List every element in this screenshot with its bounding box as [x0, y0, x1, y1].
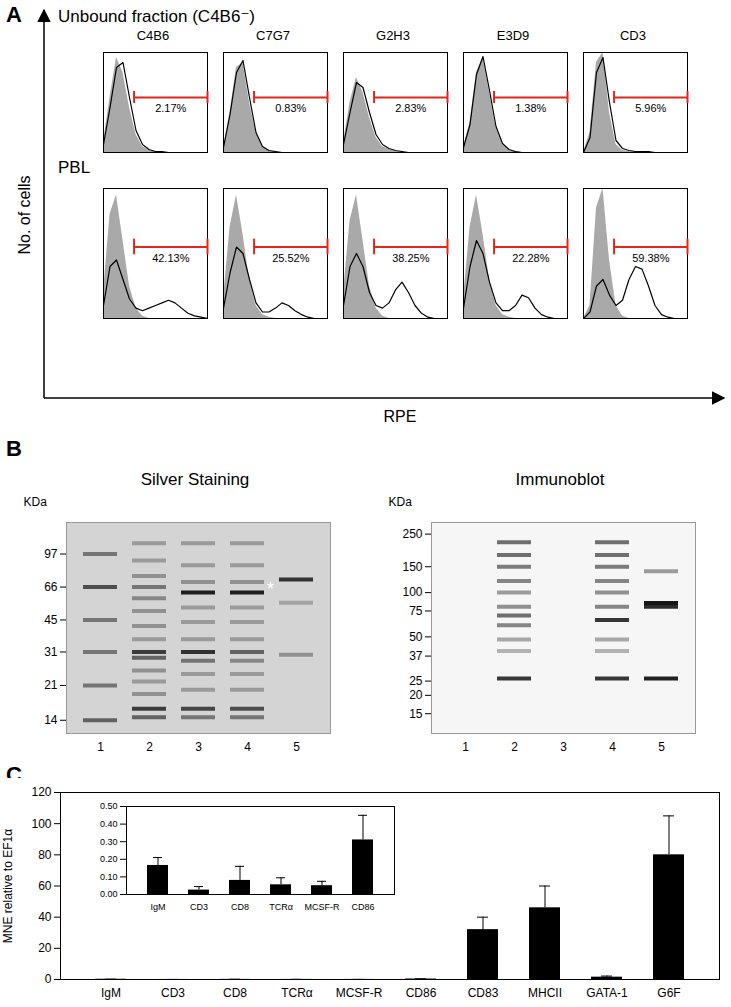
svg-text:100: 100	[402, 585, 422, 599]
svg-text:42.13%: 42.13%	[152, 252, 190, 264]
svg-text:No. of cells: No. of cells	[16, 175, 33, 254]
svg-text:25: 25	[409, 674, 423, 688]
svg-text:66: 66	[44, 580, 58, 594]
html-text:Silver Staining: Silver Staining	[140, 470, 250, 489]
svg-text:CD8: CD8	[231, 902, 249, 912]
svg-text:MCSF-R: MCSF-R	[336, 986, 383, 1000]
svg-text:TCRα: TCRα	[269, 902, 293, 912]
html-text:A: A	[6, 2, 22, 27]
svg-text:RPE: RPE	[384, 408, 417, 425]
svg-text:1: 1	[97, 740, 104, 754]
svg-text:2.17%: 2.17%	[155, 102, 186, 114]
svg-text:0.20: 0.20	[100, 854, 118, 864]
svg-text:IgM: IgM	[150, 902, 165, 912]
svg-text:G6F: G6F	[657, 986, 680, 1000]
svg-text:5: 5	[658, 740, 665, 754]
svg-text:31: 31	[44, 645, 58, 659]
html-text:C7G7: C7G7	[256, 28, 290, 43]
svg-text:MHCII: MHCII	[528, 986, 562, 1000]
svg-text:2.83%: 2.83%	[395, 102, 426, 114]
svg-text:0.83%: 0.83%	[275, 102, 306, 114]
svg-text:25.52%: 25.52%	[272, 252, 310, 264]
html-text:C4B6: C4B6	[136, 28, 170, 43]
svg-text:KDa: KDa	[389, 495, 413, 509]
svg-text:75: 75	[409, 604, 423, 618]
html-text:PBL: PBL	[58, 158, 91, 177]
svg-text:0: 0	[45, 972, 52, 986]
svg-text:80: 80	[38, 848, 52, 862]
svg-text:IgM: IgM	[101, 986, 121, 1000]
svg-text:0.30: 0.30	[100, 837, 118, 847]
svg-text:TCRα: TCRα	[281, 986, 313, 1000]
svg-text:0.50: 0.50	[100, 801, 118, 811]
svg-text:CD3: CD3	[190, 902, 208, 912]
svg-text:21: 21	[44, 678, 58, 692]
html-text:B: B	[6, 436, 22, 461]
html-text:CD3: CD3	[620, 28, 646, 43]
svg-text:150: 150	[402, 560, 422, 574]
svg-text:100: 100	[31, 817, 51, 831]
svg-text:CD3: CD3	[161, 986, 185, 1000]
svg-text:CD83: CD83	[468, 986, 499, 1000]
svg-text:250: 250	[402, 527, 422, 541]
svg-text:5.96%: 5.96%	[635, 102, 666, 114]
html-text:Immunoblot: Immunoblot	[515, 470, 605, 489]
svg-text:97: 97	[44, 547, 58, 561]
svg-text:0.10: 0.10	[100, 872, 118, 882]
html-text:G2H3: G2H3	[376, 28, 410, 43]
svg-text:45: 45	[44, 613, 58, 627]
html-text:C: C	[6, 762, 22, 787]
svg-text:59.38%: 59.38%	[632, 252, 670, 264]
svg-text:MCSF-R: MCSF-R	[305, 902, 340, 912]
svg-text:20: 20	[409, 688, 423, 702]
svg-text:3: 3	[195, 740, 202, 754]
svg-text:15: 15	[409, 707, 423, 721]
svg-text:2: 2	[146, 740, 153, 754]
svg-text:40: 40	[38, 910, 52, 924]
svg-text:60: 60	[38, 879, 52, 893]
svg-text:38.25%: 38.25%	[392, 252, 430, 264]
svg-text:50: 50	[409, 630, 423, 644]
svg-text:GATA-1: GATA-1	[586, 986, 628, 1000]
svg-text:120: 120	[31, 785, 51, 799]
html-text:Unbound fraction (C4B6⁻): Unbound fraction (C4B6⁻)	[58, 7, 255, 26]
svg-text:MNE relative to EF1α: MNE relative to EF1α	[1, 829, 15, 943]
svg-text:CD8: CD8	[223, 986, 247, 1000]
svg-text:CD86: CD86	[351, 902, 374, 912]
svg-text:37: 37	[409, 649, 423, 663]
svg-text:4: 4	[244, 740, 251, 754]
svg-text:2: 2	[511, 740, 518, 754]
svg-text:CD86: CD86	[406, 986, 437, 1000]
html-text:E3D9: E3D9	[496, 28, 530, 43]
svg-text:1: 1	[462, 740, 469, 754]
svg-text:5: 5	[293, 740, 300, 754]
svg-text:22.28%: 22.28%	[512, 252, 550, 264]
svg-text:KDa: KDa	[24, 495, 48, 509]
svg-text:1.38%: 1.38%	[515, 102, 546, 114]
svg-text:*: *	[267, 579, 274, 599]
svg-text:20: 20	[38, 941, 52, 955]
svg-text:0.00: 0.00	[100, 889, 118, 899]
svg-text:0.40: 0.40	[100, 819, 118, 829]
svg-text:4: 4	[609, 740, 616, 754]
svg-text:14: 14	[44, 713, 58, 727]
svg-text:3: 3	[560, 740, 567, 754]
